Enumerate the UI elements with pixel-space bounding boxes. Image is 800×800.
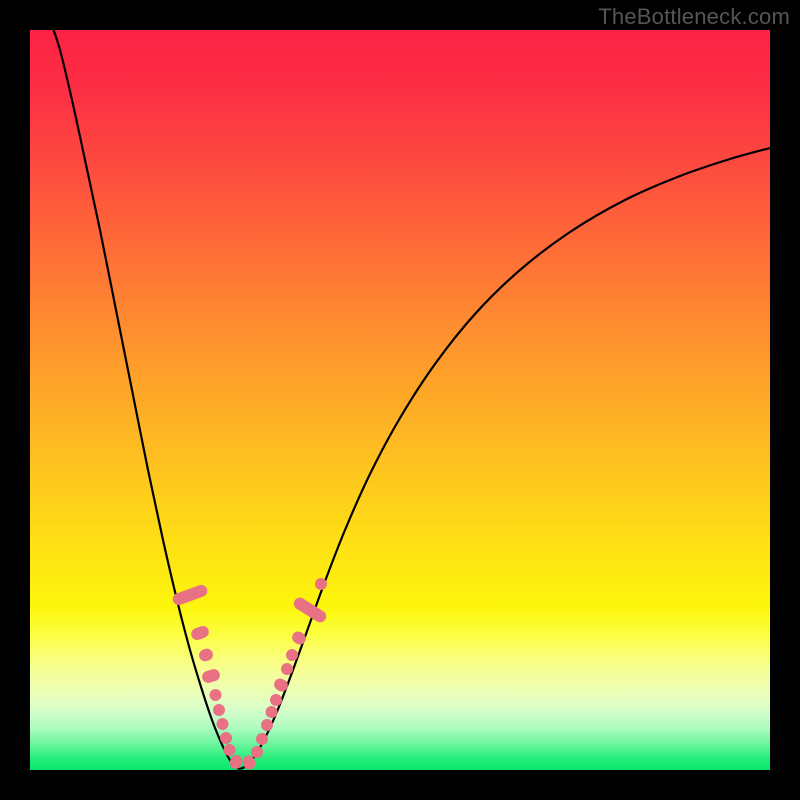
chart-frame: TheBottleneck.com [0, 0, 800, 800]
plot-svg [30, 30, 770, 770]
watermark-text: TheBottleneck.com [598, 4, 790, 30]
gradient-background [30, 30, 770, 770]
plot-area [30, 30, 770, 770]
